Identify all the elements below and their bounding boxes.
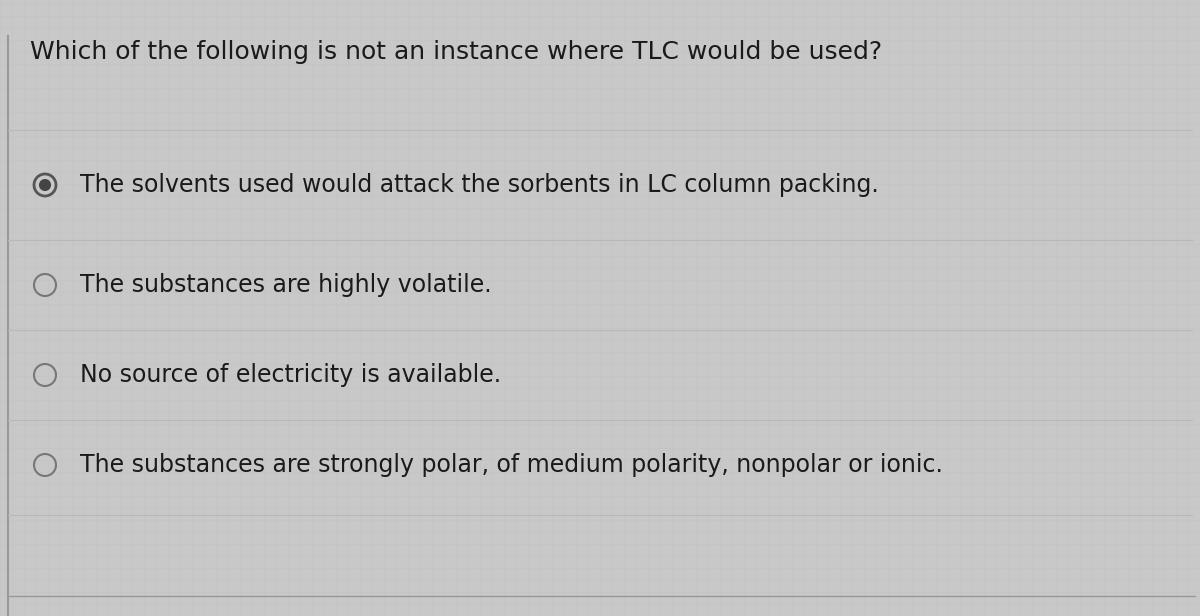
Circle shape (38, 179, 52, 191)
Text: The substances are highly volatile.: The substances are highly volatile. (80, 273, 492, 297)
Text: No source of electricity is available.: No source of electricity is available. (80, 363, 502, 387)
Text: The substances are strongly polar, of medium polarity, nonpolar or ionic.: The substances are strongly polar, of me… (80, 453, 943, 477)
Text: The solvents used would attack the sorbents in LC column packing.: The solvents used would attack the sorbe… (80, 173, 878, 197)
Text: Which of the following is not an instance where TLC would be used?: Which of the following is not an instanc… (30, 40, 882, 64)
